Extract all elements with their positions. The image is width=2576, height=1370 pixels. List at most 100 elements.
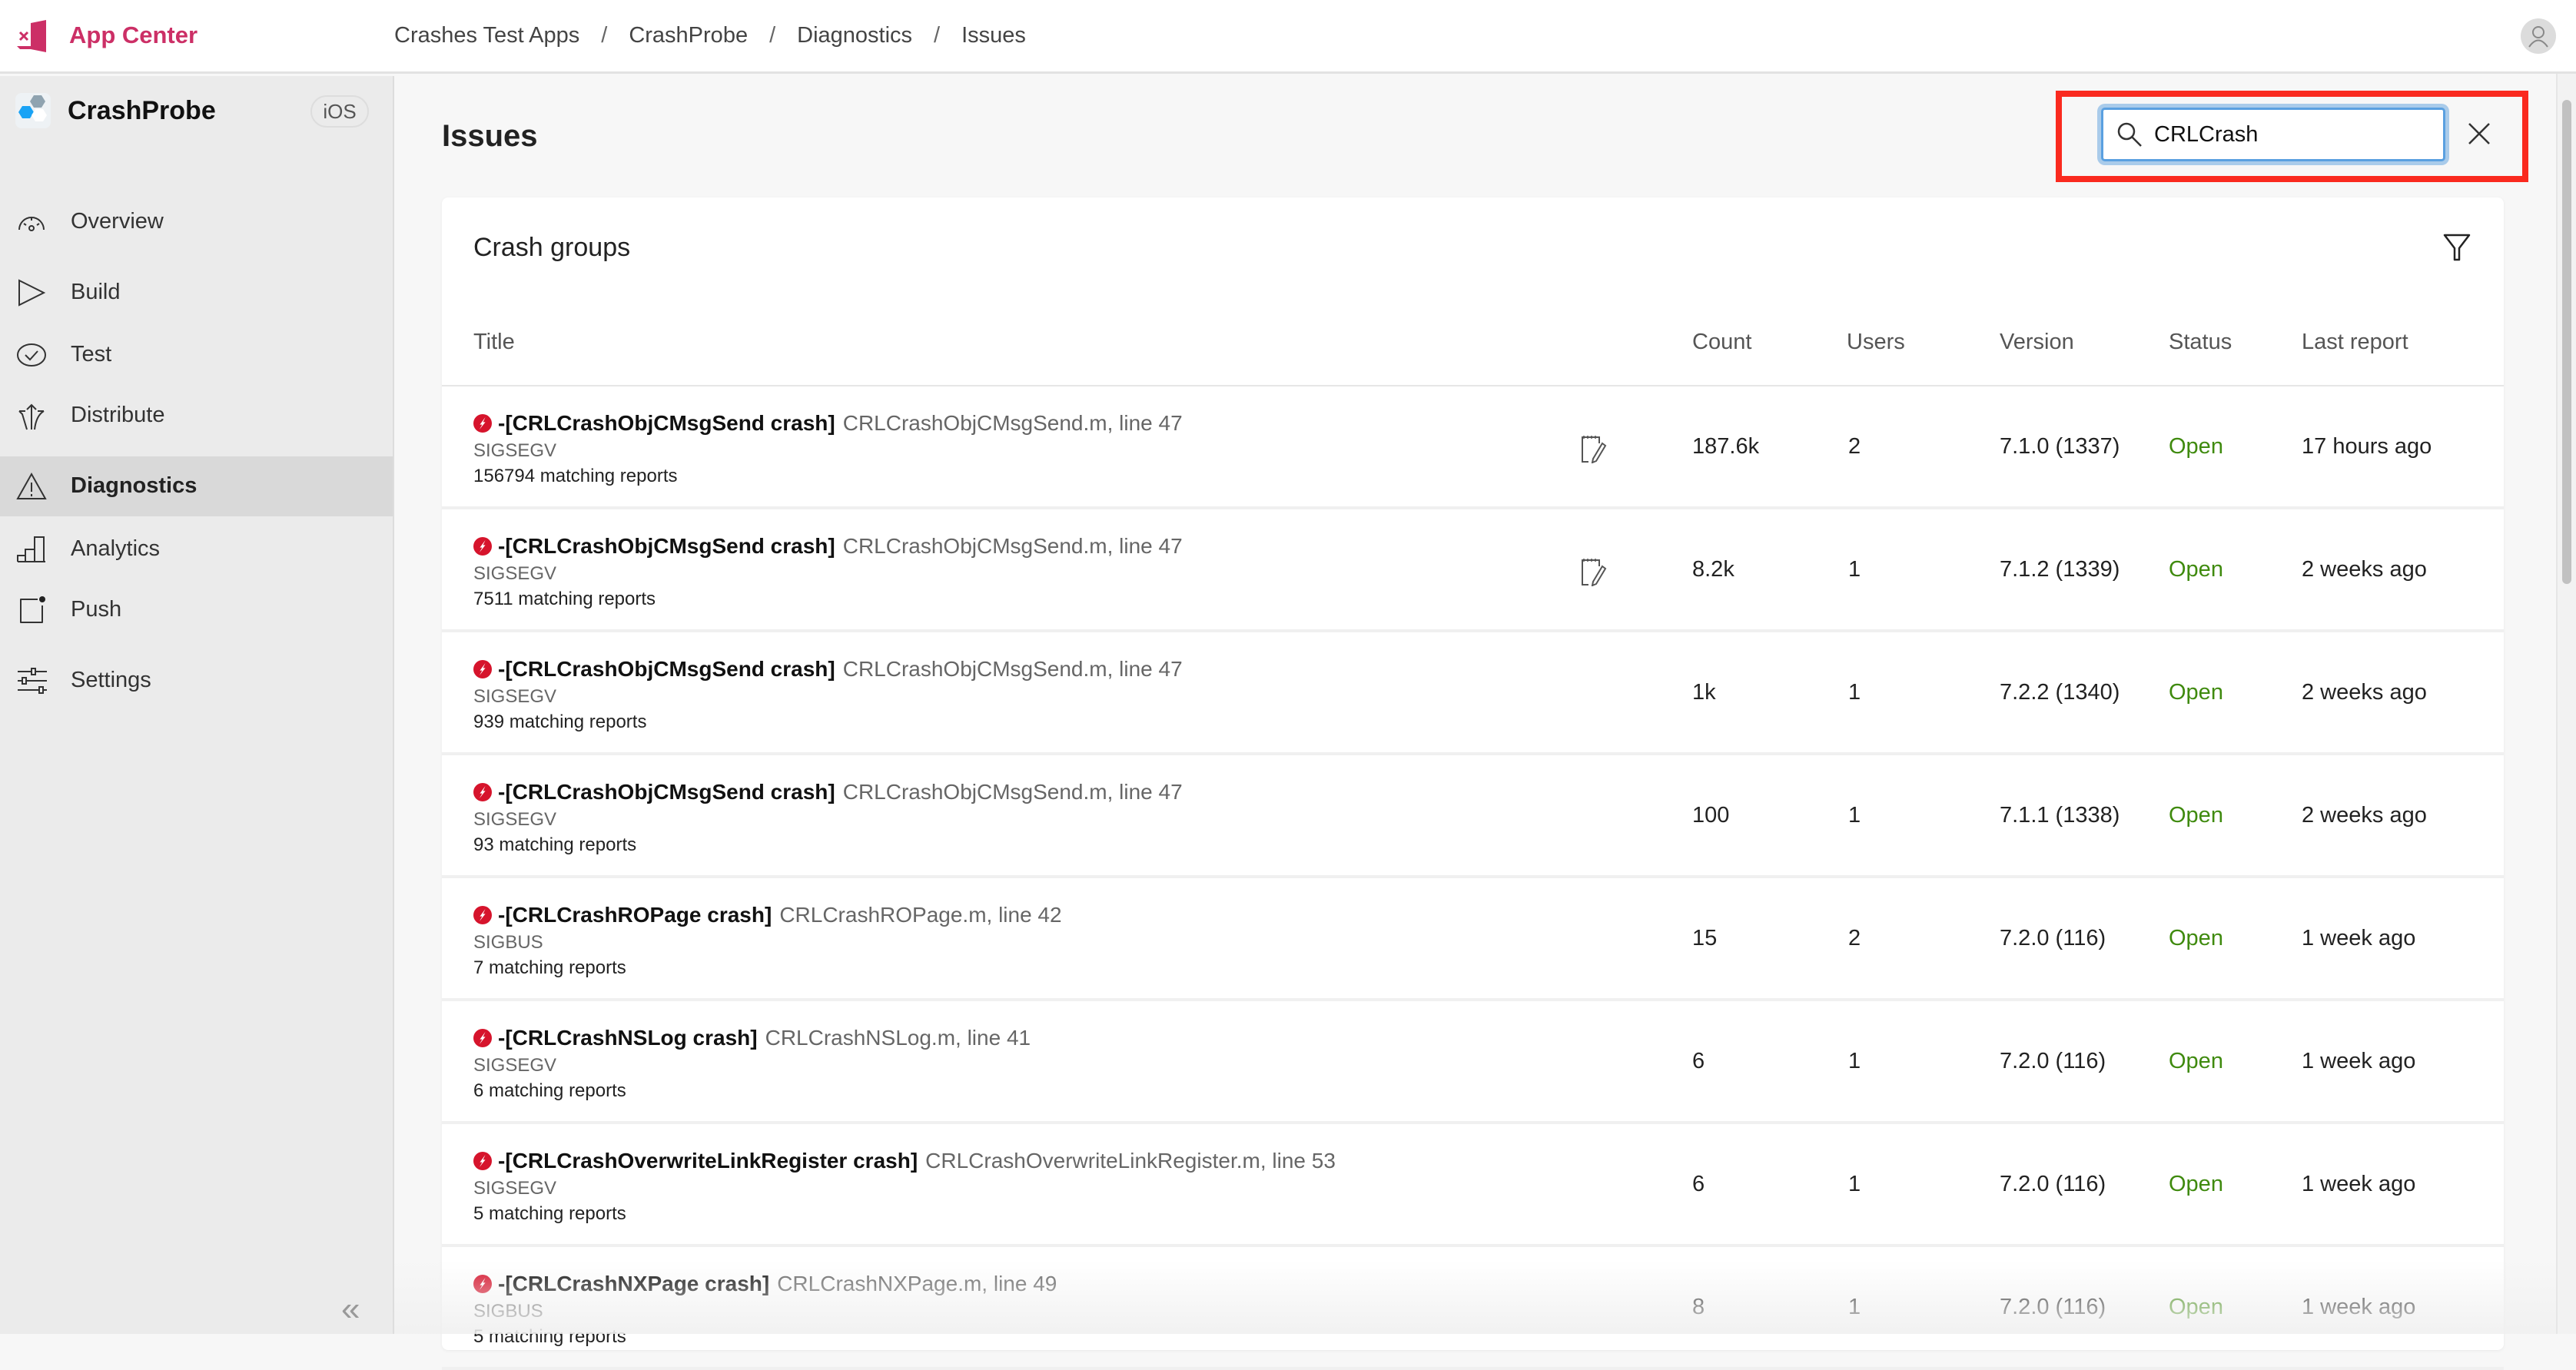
table-row[interactable]: -[CRLCrashObjCMsgSend crash] CRLCrashObjC… <box>442 755 2504 878</box>
matching-reports: 7 matching reports <box>473 957 626 978</box>
scrollbar-thumb[interactable] <box>2562 100 2571 584</box>
app-name[interactable]: CrashProbe <box>68 96 216 125</box>
crash-users: 1 <box>1848 803 1861 828</box>
status-badge[interactable]: Open <box>2169 557 2223 582</box>
crash-count: 8.2k <box>1692 557 1734 582</box>
brand-name[interactable]: App Center <box>69 22 198 48</box>
push-notification-icon <box>20 596 45 623</box>
breadcrumb-org[interactable]: Crashes Test Apps <box>394 23 580 48</box>
table-row[interactable]: -[CRLCrashObjCMsgSend crash] CRLCrashObjC… <box>442 509 2504 632</box>
column-header-count[interactable]: Count <box>1692 330 1752 354</box>
table-row[interactable]: -[CRLCrashObjCMsgSend crash] CRLCrashObjC… <box>442 632 2504 755</box>
card-title: Crash groups <box>473 233 631 262</box>
status-badge[interactable]: Open <box>2169 680 2223 705</box>
last-report: 1 week ago <box>2302 926 2416 950</box>
crash-file: CRLCrashObjCMsgSend.m, line 47 <box>842 780 1183 804</box>
crash-method: -[CRLCrashNSLog crash] <box>498 1026 758 1050</box>
sidebar-item-label: Diagnostics <box>71 473 198 498</box>
search-icon <box>2117 122 2142 147</box>
matching-reports: 5 matching reports <box>473 1203 626 1224</box>
crash-method: -[CRLCrashOverwriteLinkRegister crash] <box>498 1149 918 1173</box>
crash-title[interactable]: -[CRLCrashOverwriteLinkRegister crash] CR… <box>473 1149 1336 1173</box>
user-avatar[interactable] <box>2521 18 2556 54</box>
sidebar: CrashProbe iOS Overview Build Test Distribu… <box>0 76 394 1334</box>
table-row[interactable]: -[CRLCrashROPage crash] CRLCrashROPage.m,… <box>442 878 2504 1001</box>
column-header-last-report[interactable]: Last report <box>2302 330 2408 354</box>
crash-users: 1 <box>1848 680 1861 705</box>
search-input[interactable] <box>2154 118 2431 151</box>
sidebar-item-overview[interactable]: Overview <box>0 192 393 252</box>
crash-users: 1 <box>1848 1172 1861 1196</box>
crash-method: -[CRLCrashROPage crash] <box>498 903 772 927</box>
crash-count: 6 <box>1692 1172 1705 1196</box>
scrollbar[interactable] <box>2556 74 2576 1334</box>
status-badge[interactable]: Open <box>2169 803 2223 828</box>
status-badge[interactable]: Open <box>2169 926 2223 950</box>
note-icon[interactable] <box>1579 556 1608 586</box>
crash-icon <box>473 660 492 678</box>
crash-file: CRLCrashROPage.m, line 42 <box>779 903 1062 927</box>
sidebar-item-test[interactable]: Test <box>0 325 393 385</box>
column-header-status[interactable]: Status <box>2169 330 2232 354</box>
column-header-title[interactable]: Title <box>473 330 515 354</box>
sliders-icon <box>18 668 47 694</box>
table-row[interactable]: -[CRLCrashNSLog crash] CRLCrashNSLog.m, l… <box>442 1001 2504 1124</box>
matching-reports: 156794 matching reports <box>473 466 678 486</box>
last-report: 1 week ago <box>2302 1172 2416 1196</box>
crash-file: CRLCrashObjCMsgSend.m, line 47 <box>842 657 1183 681</box>
breadcrumb-app[interactable]: CrashProbe <box>629 23 749 48</box>
crash-title[interactable]: -[CRLCrashObjCMsgSend crash] CRLCrashObjC… <box>473 534 1183 559</box>
sidebar-item-settings[interactable]: Settings <box>0 651 393 711</box>
breadcrumb-section[interactable]: Diagnostics <box>797 23 913 48</box>
crash-title[interactable]: -[CRLCrashROPage crash] CRLCrashROPage.m,… <box>473 903 1062 927</box>
user-icon <box>2528 26 2548 48</box>
crash-signal: SIGBUS <box>473 932 543 953</box>
status-badge[interactable]: Open <box>2169 1049 2223 1073</box>
crash-title[interactable]: -[CRLCrashObjCMsgSend crash] CRLCrashObjC… <box>473 657 1183 682</box>
crash-file: CRLCrashObjCMsgSend.m, line 47 <box>842 411 1183 435</box>
breadcrumb-separator: / <box>934 23 941 48</box>
sidebar-item-label: Build <box>71 280 121 304</box>
last-report: 2 weeks ago <box>2302 803 2427 828</box>
column-header-version[interactable]: Version <box>2000 330 2074 354</box>
crash-version: 7.1.1 (1338) <box>2000 803 2120 828</box>
crash-groups-card: Crash groups Title Count Users Version S… <box>442 197 2504 1370</box>
status-badge[interactable]: Open <box>2169 1172 2223 1196</box>
crash-signal: SIGSEGV <box>473 1178 557 1199</box>
sidebar-item-distribute[interactable]: Distribute <box>0 386 393 446</box>
distribute-arrows-icon <box>18 403 45 430</box>
table-row[interactable]: -[CRLCrashOverwriteLinkRegister crash] CR… <box>442 1124 2504 1247</box>
crash-signal: SIGSEGV <box>473 440 557 461</box>
sidebar-item-push[interactable]: Push <box>0 580 393 640</box>
crash-file: CRLCrashNSLog.m, line 41 <box>765 1026 1031 1050</box>
close-icon[interactable] <box>2467 121 2491 146</box>
sidebar-item-diagnostics[interactable]: Diagnostics <box>0 456 393 516</box>
crash-count: 187.6k <box>1692 434 1760 459</box>
column-header-users[interactable]: Users <box>1847 330 1905 354</box>
table-row[interactable]: -[CRLCrashObjCMsgSend crash] CRLCrashObjC… <box>442 386 2504 509</box>
sidebar-item-label: Push <box>71 597 122 622</box>
crash-count: 100 <box>1692 803 1730 828</box>
filter-icon[interactable] <box>2443 233 2471 262</box>
matching-reports: 6 matching reports <box>473 1080 626 1101</box>
crash-version: 7.2.2 (1340) <box>2000 680 2120 705</box>
sidebar-item-analytics[interactable]: Analytics <box>0 519 393 579</box>
app-icon <box>15 93 51 128</box>
status-badge[interactable]: Open <box>2169 434 2223 459</box>
crash-title[interactable]: -[CRLCrashObjCMsgSend crash] CRLCrashObjC… <box>473 780 1183 804</box>
crash-version: 7.2.0 (116) <box>2000 1172 2106 1196</box>
app-center-logo-icon[interactable] <box>15 20 51 52</box>
crash-users: 2 <box>1848 926 1861 950</box>
crash-count: 15 <box>1692 926 1718 950</box>
search-field[interactable] <box>2101 108 2445 161</box>
note-icon[interactable] <box>1579 433 1608 463</box>
crash-version: 7.1.0 (1337) <box>2000 434 2120 459</box>
last-report: 1 week ago <box>2302 1049 2416 1073</box>
collapse-sidebar-icon[interactable]: « <box>341 1290 360 1328</box>
crash-title[interactable]: -[CRLCrashNSLog crash] CRLCrashNSLog.m, l… <box>473 1026 1031 1050</box>
crash-method: -[CRLCrashObjCMsgSend crash] <box>498 780 835 804</box>
crash-title[interactable]: -[CRLCrashObjCMsgSend crash] CRLCrashObjC… <box>473 411 1183 436</box>
bottom-fade <box>394 1260 2556 1334</box>
sidebar-item-build[interactable]: Build <box>0 263 393 323</box>
crash-file: CRLCrashObjCMsgSend.m, line 47 <box>842 534 1183 558</box>
